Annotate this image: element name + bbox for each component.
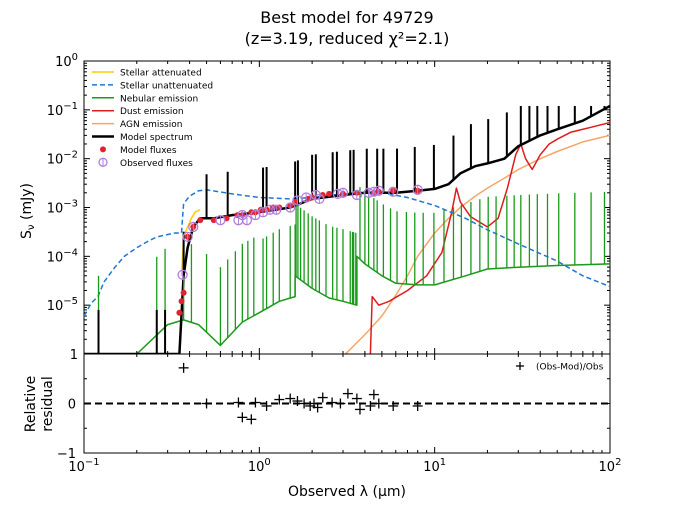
sed-y-tick-label: 10−5 <box>47 296 78 314</box>
observed-flux-point <box>373 185 384 196</box>
observed-flux-point <box>257 207 269 218</box>
sed-y-tick-label: 10−2 <box>47 150 78 168</box>
res-y-tick-label: 0 <box>68 398 76 413</box>
legend-marker <box>100 146 106 153</box>
observed-flux-point <box>241 215 253 226</box>
observed-flux-point <box>412 184 423 195</box>
observed-flux-point <box>388 186 399 197</box>
y-axis-label-subscript: ν <box>26 224 37 230</box>
sed-y-tick-label: 10−4 <box>47 247 78 265</box>
series-dust-emission <box>369 121 610 354</box>
sed-panel: 100 10−1 10−2 10−3 10−4 10−5 1 Stellar attenuat… <box>47 52 611 453</box>
series-agn-emission <box>344 134 610 354</box>
legend-label: Dust emission <box>120 107 184 117</box>
residual-panel: 10−1 100 101 102 0 −1 (Obs-Mod)/Obs <box>57 353 622 475</box>
observed-flux-point <box>188 221 199 233</box>
legend-label: AGN emission <box>120 120 182 130</box>
model-flux-point <box>176 309 183 316</box>
model-flux-point <box>180 289 187 296</box>
x-axis-label: Observed λ (μm) <box>288 484 406 500</box>
x-tick-label: 10−1 <box>68 457 99 475</box>
res-y-tick-label: −1 <box>57 447 76 462</box>
legend-label: Nebular emission <box>120 94 198 104</box>
sed-legend: Stellar attenuated Stellar unattenuated Ne… <box>92 69 213 169</box>
sed-y-tick-label: 1 <box>70 348 78 363</box>
residual-legend: (Obs-Mod)/Obs <box>516 362 604 373</box>
model-flux-point <box>210 217 217 224</box>
model-flux-point <box>326 190 333 197</box>
chart-title-line-1: Best model for 49729 <box>260 8 433 27</box>
model-flux-point <box>197 217 204 224</box>
y-axis-label-unit: (mJy) <box>19 183 35 224</box>
chart-title-line-2: (z=3.19, reduced χ²=2.1) <box>245 29 450 48</box>
model-flux-point <box>178 298 185 305</box>
legend-label: Model spectrum <box>120 133 192 143</box>
x-tick-label: 100 <box>248 457 271 475</box>
observed-flux-point <box>271 204 282 215</box>
sed-y-tick-label: 100 <box>55 52 78 70</box>
sed-y-tick-label: 10−1 <box>47 101 78 119</box>
residual-legend-label: (Obs-Mod)/Obs <box>536 363 604 373</box>
sed-y-tick-label: 10−3 <box>47 199 78 217</box>
observed-flux-point <box>351 189 363 201</box>
observed-flux-point <box>314 193 325 205</box>
observed-flux-point <box>264 204 276 215</box>
observed-flux-point <box>177 269 188 280</box>
sed-series-group <box>84 104 610 354</box>
observed-flux-point <box>215 215 226 226</box>
observed-flux-point <box>363 187 374 198</box>
residual-y-label-line-1: Relative <box>23 376 39 432</box>
observed-flux-point <box>301 192 312 203</box>
observed-flux-point <box>337 187 349 198</box>
series-nebular-emission <box>97 255 610 354</box>
residual-y-label-line-2: residual <box>40 376 56 431</box>
series-model-spectrum <box>84 104 610 354</box>
legend-label: Stellar unattenuated <box>120 81 213 91</box>
x-tick-label: 102 <box>599 457 622 475</box>
observed-flux-point <box>285 202 296 213</box>
legend-label: Model fluxes <box>120 146 177 156</box>
legend-label: Observed fluxes <box>120 159 193 169</box>
x-tick-label: 101 <box>423 457 446 475</box>
series-stellar-unattenuated <box>84 189 610 317</box>
observed-flux-point <box>182 231 193 243</box>
y-axis-label: Sν (mJy) <box>19 183 37 239</box>
observed-flux-point <box>332 188 343 200</box>
legend-label: Stellar attenuated <box>120 69 202 79</box>
sed-plot-frame <box>83 60 611 355</box>
